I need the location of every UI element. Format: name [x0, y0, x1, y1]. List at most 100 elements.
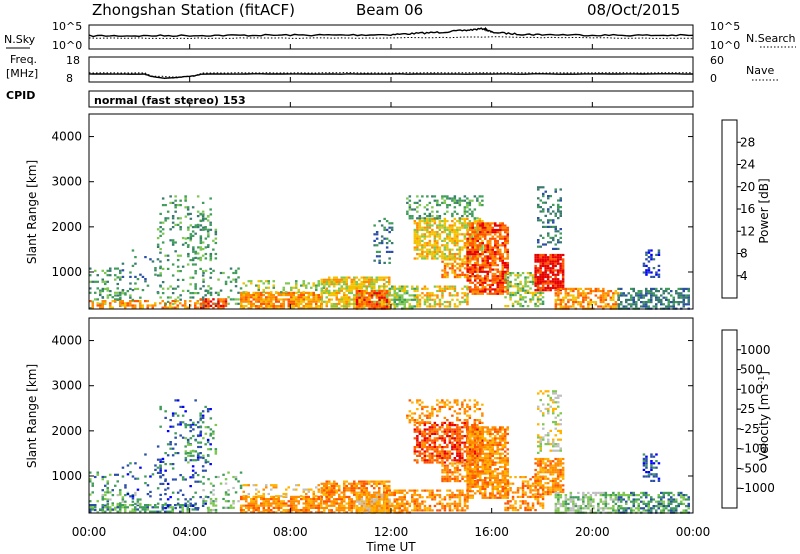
power-cell — [559, 301, 563, 304]
power-cell — [481, 195, 484, 198]
power-cell — [390, 250, 394, 253]
power-cell — [340, 280, 343, 284]
power-cell — [345, 280, 348, 284]
power-cell — [310, 294, 313, 297]
velocity-cell — [131, 508, 134, 511]
velocity-cell — [169, 504, 172, 507]
velocity-cell — [421, 443, 424, 446]
power-cell — [423, 235, 427, 238]
power-cell — [161, 300, 164, 303]
power-cell — [554, 253, 557, 257]
velocity-cell — [164, 488, 167, 491]
power-cell — [441, 244, 444, 247]
power-cell — [687, 301, 690, 304]
power-cell — [479, 290, 482, 293]
power-cell — [161, 197, 165, 200]
velocity-cell — [227, 500, 230, 503]
power-cell — [496, 228, 499, 232]
power-cell — [421, 246, 424, 249]
velocity-cell — [431, 439, 434, 442]
power-cell — [612, 298, 615, 301]
velocity-cell — [179, 423, 182, 426]
velocity-cell — [436, 403, 439, 406]
power-cell — [267, 305, 270, 308]
power-cell — [474, 242, 477, 245]
power-cell — [398, 294, 401, 297]
power-cell — [458, 201, 462, 204]
power-cell — [393, 296, 396, 299]
power-cell — [174, 206, 177, 209]
power-cell — [551, 264, 555, 268]
velocity-cell — [139, 498, 142, 501]
power-cell — [446, 206, 449, 209]
velocity-cell — [305, 492, 308, 496]
power-cell — [234, 285, 238, 288]
velocity-cell — [99, 508, 102, 511]
power-cell — [529, 287, 532, 290]
power-cell — [476, 281, 479, 284]
power-cell — [463, 199, 467, 202]
power-cell — [551, 256, 555, 259]
velocity-cell — [201, 421, 205, 424]
power-cell — [109, 274, 112, 277]
velocity-cell — [416, 450, 419, 453]
power-cell — [131, 249, 135, 252]
power-cell — [499, 257, 502, 260]
power-cell — [564, 294, 568, 297]
power-cell — [166, 254, 170, 257]
velocity-cell — [370, 507, 374, 510]
velocity-cell — [383, 489, 386, 492]
velocity-cell — [181, 510, 184, 513]
power-cell — [479, 288, 482, 291]
velocity-cell — [229, 504, 233, 507]
power-cell — [307, 296, 310, 299]
power-cell — [637, 292, 640, 295]
velocity-cell — [423, 432, 427, 435]
power-cell — [544, 273, 547, 276]
power-cell — [458, 255, 462, 258]
velocity-cell — [134, 506, 137, 509]
velocity-cell — [204, 500, 208, 503]
velocity-cell — [360, 482, 363, 485]
power-cell — [453, 269, 457, 272]
velocity-cell — [310, 506, 313, 509]
velocity-cell — [116, 506, 119, 509]
power-cell — [504, 281, 507, 284]
power-cell — [537, 239, 540, 242]
power-cell — [383, 228, 386, 231]
power-cell — [640, 290, 643, 293]
power-cell — [551, 267, 555, 270]
power-cell — [504, 231, 507, 234]
power-cell — [456, 294, 459, 297]
power-cell — [645, 269, 648, 272]
power-cell — [453, 276, 457, 279]
velocity-cell — [207, 506, 210, 509]
power-cell — [496, 279, 499, 282]
power-cell — [463, 260, 467, 263]
power-cell — [468, 212, 472, 215]
power-cell — [413, 201, 417, 204]
velocity-cell — [413, 424, 417, 427]
power-cell — [458, 258, 462, 261]
power-cell — [305, 296, 308, 299]
power-cell — [300, 298, 303, 301]
velocity-cell — [106, 502, 110, 505]
power-cell — [260, 294, 263, 297]
velocity-cell — [240, 509, 243, 512]
velocity-cell — [403, 489, 406, 492]
velocity-cell — [380, 482, 383, 485]
power-cell — [682, 298, 685, 301]
velocity-cell — [134, 477, 137, 480]
velocity-cell — [456, 437, 459, 440]
power-cell — [479, 255, 482, 258]
power-cell — [466, 233, 469, 236]
power-cell — [486, 246, 489, 249]
velocity-cell — [245, 500, 248, 503]
power-cell — [368, 305, 371, 308]
power-cell — [453, 235, 457, 238]
velocity-cell — [124, 494, 127, 497]
power-cell — [260, 300, 263, 303]
power-cell — [474, 277, 477, 280]
power-cell — [111, 306, 114, 309]
power-cell — [305, 305, 308, 308]
